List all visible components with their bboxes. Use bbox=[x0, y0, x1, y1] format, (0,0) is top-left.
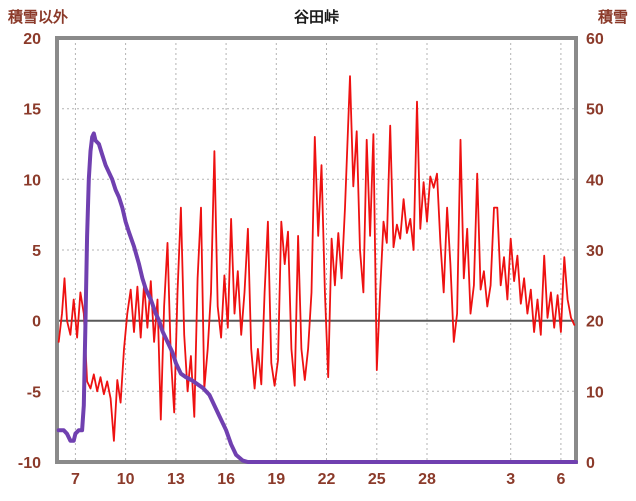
right-tick-label: 0 bbox=[586, 455, 595, 472]
right-tick-label: 10 bbox=[586, 384, 604, 401]
x-tick-label: 22 bbox=[318, 471, 336, 488]
left-tick-label: -10 bbox=[18, 455, 41, 472]
temperature-line bbox=[57, 75, 576, 442]
x-tick-label: 25 bbox=[368, 471, 386, 488]
x-tick-label: 7 bbox=[71, 471, 80, 488]
x-tick-label: 28 bbox=[418, 471, 436, 488]
right-tick-label: 30 bbox=[586, 243, 604, 260]
x-tick-label: 16 bbox=[217, 471, 235, 488]
right-tick-label: 40 bbox=[586, 172, 604, 189]
chart-title: 谷田峠 bbox=[293, 9, 339, 26]
snow-depth-line bbox=[56, 131, 578, 464]
right-tick-label: 50 bbox=[586, 102, 604, 119]
left-tick-label: 20 bbox=[23, 31, 41, 48]
x-tick-label: 19 bbox=[267, 471, 285, 488]
left-tick-label: -5 bbox=[27, 384, 41, 401]
left-tick-label: 0 bbox=[32, 314, 41, 331]
right-tick-label: 20 bbox=[586, 314, 604, 331]
left-tick-label: 10 bbox=[23, 172, 41, 189]
left-axis-title: 積雪以外 bbox=[8, 9, 69, 26]
x-tick-label: 3 bbox=[506, 471, 515, 488]
chart-header: 積雪以外 谷田峠 積雪 bbox=[0, 6, 636, 30]
right-axis-title: 積雪 bbox=[597, 9, 628, 26]
x-tick-label: 13 bbox=[167, 471, 185, 488]
left-tick-label: 5 bbox=[32, 243, 41, 260]
right-tick-label: 60 bbox=[586, 31, 604, 48]
left-tick-label: 15 bbox=[23, 102, 41, 119]
x-tick-label: 10 bbox=[117, 471, 135, 488]
x-tick-label: 6 bbox=[556, 471, 565, 488]
